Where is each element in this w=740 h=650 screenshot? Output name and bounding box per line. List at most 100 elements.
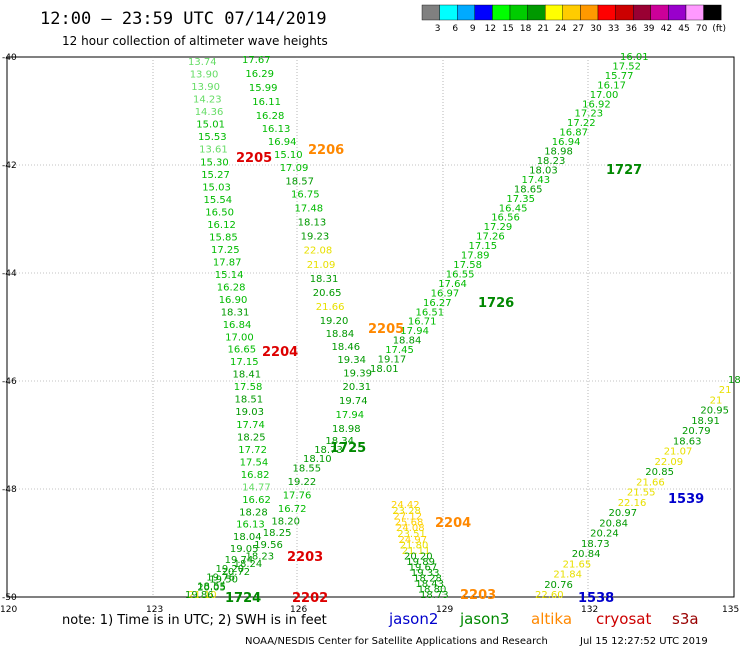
- pass-time-label: 1539: [668, 492, 704, 507]
- wave-height-value: 19.20: [216, 564, 245, 575]
- colorbar-label: 36: [625, 24, 637, 34]
- wave-height-value: 17.67: [242, 55, 271, 66]
- wave-height-value: 16.71: [408, 317, 437, 328]
- wave-height-value: 17.74: [236, 420, 265, 431]
- wave-height-value: 19.23: [301, 232, 330, 243]
- wave-height-value: 20.84: [572, 549, 601, 560]
- wave-height-value: 20.24: [590, 529, 619, 540]
- map-title: 12:00 – 23:59 UTC 07/14/2019: [40, 9, 327, 29]
- colorbar-swatch: [633, 4, 652, 21]
- lat-label: -44: [2, 269, 17, 279]
- wave-height-value: 18: [728, 375, 740, 386]
- wave-height-value: 16.82: [241, 470, 270, 481]
- wave-height-value: 21.11: [402, 546, 431, 557]
- wave-height-value: 16.94: [552, 137, 581, 148]
- wave-height-value: 18.25: [263, 528, 292, 539]
- wave-height-value: 18.63: [673, 436, 702, 447]
- lon-label: 126: [290, 605, 307, 615]
- wave-height-value: 16.13: [262, 124, 291, 135]
- wave-height-value: 18.25: [237, 433, 266, 444]
- colorbar-swatch: [650, 4, 669, 21]
- wave-height-value: 15.30: [200, 157, 229, 168]
- colorbar-swatch: [474, 4, 493, 21]
- lon-label: 132: [581, 605, 598, 615]
- wave-height-value: 18.31: [221, 307, 250, 318]
- wave-height-value: 20.05: [197, 582, 226, 593]
- wave-height-value: 16.11: [252, 97, 281, 108]
- wave-height-value: 13.90: [190, 70, 219, 81]
- wave-height-value: 16.29: [245, 69, 274, 80]
- wave-height-value: 15.53: [198, 132, 227, 143]
- wave-height-value: 19.86: [185, 590, 214, 601]
- pass-time-label: 1727: [606, 163, 642, 178]
- pass-time-label: 2203: [460, 588, 496, 603]
- colorbar-label: (ft): [712, 24, 726, 34]
- wave-height-value: 19.74: [339, 396, 368, 407]
- pass-time-label: 2205: [236, 151, 272, 166]
- wave-height-value: 16.50: [205, 208, 234, 219]
- timestamp: Jul 15 12:27:52 UTC 2019: [579, 636, 708, 647]
- legend-jason3: jason3: [459, 610, 509, 628]
- wave-height-value: 19.34: [337, 355, 366, 366]
- wave-height-value: 14.23: [193, 95, 222, 106]
- wave-height-value: 14.77: [242, 483, 271, 494]
- wave-height-value: 18.51: [235, 395, 264, 406]
- colorbar-label: 39: [643, 24, 655, 34]
- wave-height-value: 13.90: [191, 82, 220, 93]
- wave-height-value: 16.55: [446, 270, 475, 281]
- wave-height-value: 18.13: [298, 218, 327, 229]
- wave-height-value: 17.94: [400, 326, 429, 337]
- wave-height-value: 18.31: [310, 274, 339, 285]
- wave-height-value: 17.26: [476, 232, 505, 243]
- wave-height-value: 18.23: [246, 551, 275, 562]
- colorbar-swatch: [580, 4, 599, 21]
- wave-height-value: 20.72: [222, 567, 251, 578]
- latitude-labels: -40 -42 -44 -46 -48 -50: [2, 53, 17, 603]
- wave-height-value: 20.76: [544, 580, 573, 591]
- wave-height-value: 18.55: [197, 581, 226, 592]
- wave-height-value: 18.41: [233, 370, 262, 381]
- colorbar-label: 24: [555, 24, 567, 34]
- colorbar-label: 30: [590, 24, 602, 34]
- colorbar-label: 45: [678, 24, 689, 34]
- pass-time-label: 2205: [368, 322, 404, 337]
- wave-height-value: 20.79: [682, 426, 711, 437]
- time-note: note: 1) Time is in UTC; 2) SWH is in fe…: [62, 613, 327, 628]
- wave-height-value: 18.23: [537, 156, 566, 167]
- wave-height-value: 16.62: [242, 495, 271, 506]
- wave-height-value: 18.10: [303, 454, 332, 465]
- wave-height-value: 21.65: [563, 559, 592, 570]
- wave-height-value: 25.68: [395, 517, 424, 528]
- wave-height-value: 17.87: [213, 258, 242, 269]
- colorbar-swatch: [527, 4, 546, 21]
- wave-height-value: 16.90: [219, 295, 248, 306]
- colorbar-label: 70: [696, 24, 708, 34]
- wave-height-value: 15.54: [204, 195, 233, 206]
- lat-label: -42: [2, 161, 17, 171]
- wave-height-value: 18.73: [314, 445, 343, 456]
- wave-height-value: 17.15: [230, 357, 259, 368]
- wave-height-value: 27.12: [394, 512, 423, 523]
- pass-time-label: 2202: [292, 591, 328, 606]
- pass-labels: 2205 2206 1727 1726 2205 2204 1725 1539 2204 2203…: [225, 143, 704, 606]
- colorbar-label: 42: [661, 24, 672, 34]
- wave-height-value: 19.67: [409, 563, 438, 574]
- colorbar-swatch: [703, 4, 722, 21]
- wave-height-value: 22.16: [618, 498, 647, 509]
- wave-height-value: 16.17: [597, 80, 626, 91]
- pass-time-label: 1726: [478, 296, 514, 311]
- wave-height-value: 18.03: [529, 166, 558, 177]
- wave-height-value: 16.45: [499, 203, 528, 214]
- wave-height-value: 16.97: [431, 288, 460, 299]
- wave-height-value: 19.39: [343, 368, 372, 379]
- wave-height-value: 14.36: [195, 107, 224, 118]
- lon-label: 120: [0, 605, 17, 615]
- wave-height-value: 18.28: [413, 574, 442, 585]
- pass-time-label: 2204: [262, 345, 298, 360]
- colorbar-label: 6: [452, 24, 458, 34]
- wave-height-value: 23.51: [397, 529, 426, 540]
- colorbar-label: 18: [520, 24, 532, 34]
- wave-height-value: 24.08: [396, 523, 425, 534]
- colorbar-swatch: [615, 4, 634, 21]
